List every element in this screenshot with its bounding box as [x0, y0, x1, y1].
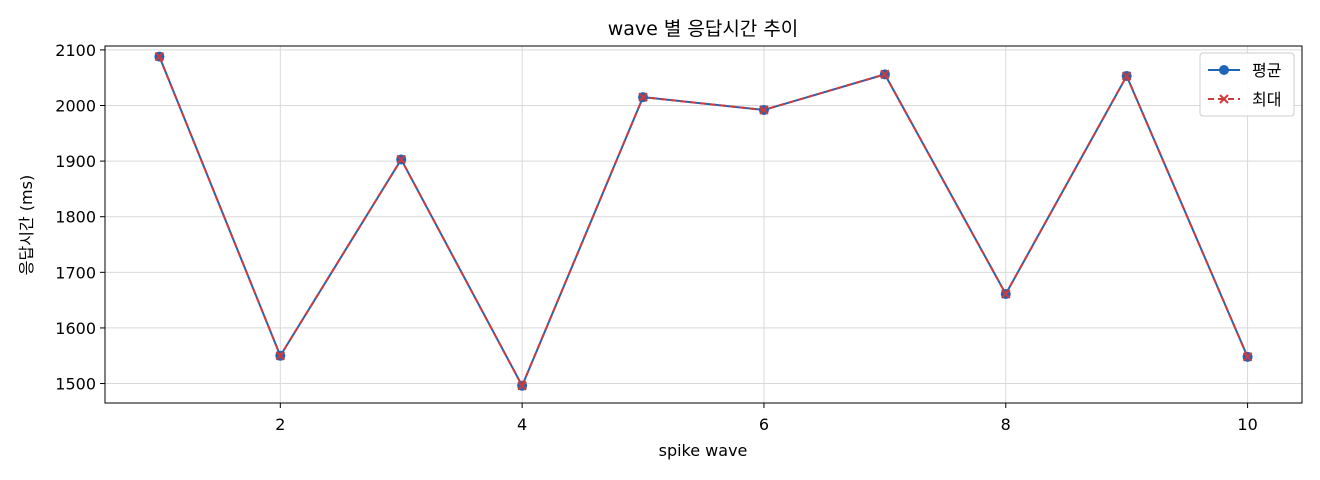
x-tick-label: 4 [517, 415, 527, 434]
data-point [517, 381, 527, 391]
y-tick-label: 2000 [55, 97, 96, 116]
data-point [1121, 71, 1132, 81]
y-tick-label: 1600 [55, 319, 96, 338]
series-layer [154, 51, 1253, 391]
series-1 [154, 51, 1253, 391]
data-point [275, 351, 286, 361]
x-axis-label: spike wave [659, 441, 748, 460]
y-tick-label: 1800 [55, 208, 96, 227]
y-tick-label: 1900 [55, 152, 96, 171]
x-tick-label: 6 [759, 415, 769, 434]
data-point [396, 154, 406, 165]
x-tick-label: 8 [1001, 415, 1011, 434]
data-point [1242, 352, 1253, 362]
legend-entry: 최대 [1208, 90, 1281, 109]
x-tick-label: 10 [1237, 415, 1257, 434]
legend-entry: 평균 [1208, 61, 1281, 80]
plot-frame [104, 45, 1303, 404]
legend-label: 최대 [1252, 90, 1281, 109]
chart-title: wave 별 응답시간 추이 [608, 18, 799, 40]
data-point [759, 105, 769, 115]
y-tick-label: 1500 [55, 375, 96, 394]
legend-label: 평균 [1252, 61, 1281, 80]
legend-marker [1219, 65, 1229, 75]
data-point [1001, 289, 1011, 299]
series-line [158, 56, 1249, 387]
x-tick-label: 2 [275, 415, 285, 434]
data-point [154, 51, 165, 62]
grid-lines [105, 46, 1302, 403]
data-point [638, 92, 648, 102]
y-axis-label: 응답시간 (ms) [17, 175, 36, 275]
series-2 [154, 51, 1253, 391]
axis-ticks: 2 4 6 8 10 1500 1600 1700 1800 1900 2000 2100 [55, 41, 1257, 434]
legend-marker [1219, 94, 1229, 104]
data-point [880, 69, 890, 80]
y-tick-label: 2100 [55, 41, 96, 60]
y-tick-label: 1700 [55, 263, 96, 282]
